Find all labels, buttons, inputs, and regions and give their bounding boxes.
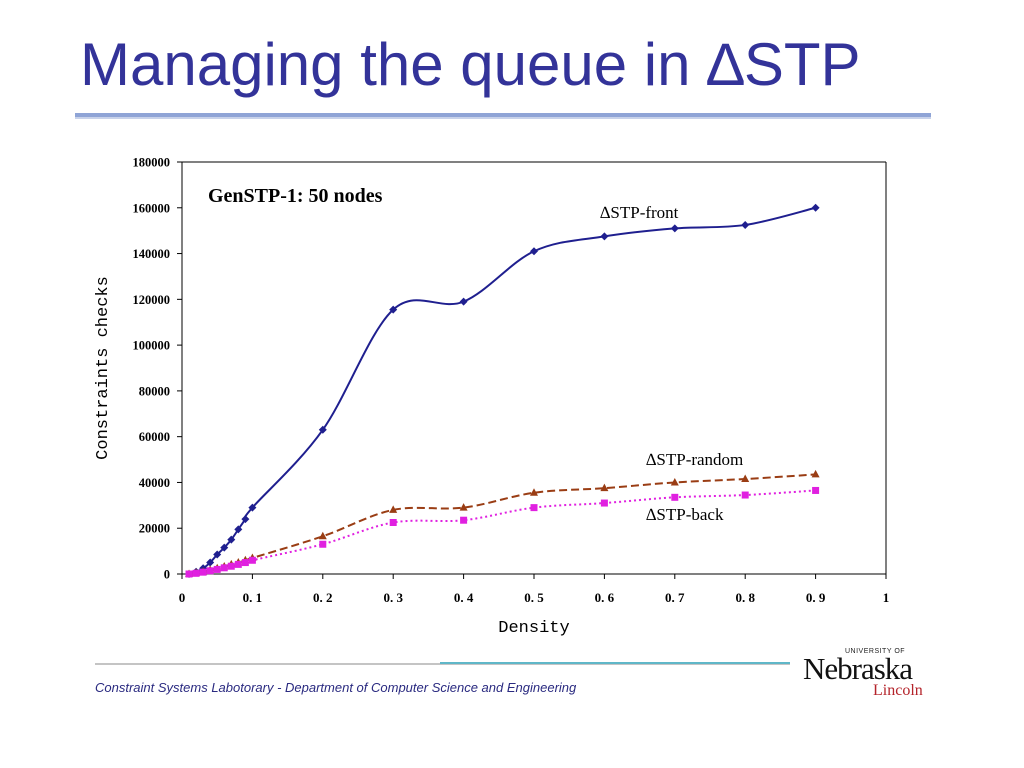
y-tick-label: 40000 <box>139 476 170 490</box>
y-tick-label: 140000 <box>133 247 171 261</box>
series-label-random: ∆STP-random <box>646 450 743 469</box>
series-line-1 <box>188 473 816 575</box>
x-tick-label: 0. 5 <box>524 590 544 605</box>
data-point-triangle <box>318 531 327 540</box>
y-tick-label: 0 <box>164 568 170 582</box>
data-point-diamond <box>811 203 820 212</box>
data-point-square <box>199 568 207 576</box>
chart-title: GenSTP-1: 50 nodes <box>208 185 383 207</box>
logo-sub-text: Lincoln <box>873 682 923 699</box>
logo-univ-text: UNIVERSITY OF <box>845 648 906 655</box>
data-point-triangle <box>389 505 398 513</box>
data-point-triangle <box>600 483 609 492</box>
data-point-diamond <box>530 247 538 256</box>
data-point-square <box>530 504 538 512</box>
y-tick-label: 60000 <box>139 430 170 444</box>
footer-accent-divider <box>440 662 790 664</box>
x-tick-label: 0. 1 <box>243 590 263 605</box>
data-point-diamond <box>241 515 250 524</box>
data-point-triangle <box>741 474 750 483</box>
y-tick-label: 120000 <box>133 293 171 307</box>
data-point-square <box>741 491 749 499</box>
line-chart: 0 20000 40000 60000 80000 100000 120000 140000 1… <box>94 156 890 639</box>
y-tick-label: 160000 <box>133 201 171 215</box>
title-divider <box>75 113 931 119</box>
data-point-diamond <box>227 535 236 544</box>
data-point-diamond <box>459 297 468 306</box>
data-point-square <box>460 516 468 524</box>
y-tick-label: 80000 <box>139 384 170 398</box>
y-tick-label: 180000 <box>133 156 171 170</box>
data-point-triangle <box>670 477 679 486</box>
data-point-diamond <box>234 525 243 534</box>
data-point-square <box>248 556 256 564</box>
data-point-diamond <box>220 543 229 552</box>
data-point-diamond <box>741 220 750 229</box>
data-point-diamond <box>318 425 327 434</box>
y-tick-label: 20000 <box>139 522 170 536</box>
series-label-front: ∆STP-front <box>600 203 679 222</box>
footer-divider <box>95 663 790 665</box>
data-point-square <box>185 570 193 578</box>
data-point-diamond <box>389 305 398 314</box>
data-point-diamond <box>670 224 679 233</box>
data-point-triangle <box>530 488 538 496</box>
data-point-triangle <box>459 503 468 511</box>
data-point-square <box>220 564 228 572</box>
data-point-square <box>319 540 327 548</box>
x-tick-label: 0. 4 <box>454 590 474 605</box>
series-label-back: ∆STP-back <box>646 505 724 524</box>
x-tick-label: 0. 3 <box>383 590 403 605</box>
data-point-square <box>234 560 242 568</box>
x-tick-label: 0. 2 <box>313 590 333 605</box>
data-point-square <box>671 493 679 501</box>
series-line-2 <box>188 489 816 575</box>
data-point-square <box>389 519 397 526</box>
data-point-square <box>241 559 249 567</box>
y-tick-label: 100000 <box>133 339 171 353</box>
data-point-diamond <box>600 232 609 241</box>
footer-text: Constraint Systems Labotorary - Departme… <box>95 680 577 695</box>
x-tick-label: 1 <box>883 590 890 605</box>
x-tick-label: 0 <box>179 590 186 605</box>
data-point-square <box>206 567 214 575</box>
data-point-square <box>600 499 608 507</box>
data-point-triangle <box>811 469 820 478</box>
data-point-square <box>227 562 235 570</box>
university-logo: UNIVERSITY OF Nebraska Lincoln <box>803 645 923 705</box>
x-tick-label: 0. 8 <box>735 590 755 605</box>
data-point-diamond <box>213 550 222 559</box>
data-point-diamond <box>206 558 215 567</box>
data-point-square <box>213 565 221 573</box>
x-tick-label: 0. 7 <box>665 590 685 605</box>
x-axis-label: Density <box>498 619 569 638</box>
y-axis-label: Constraints checks <box>94 276 113 460</box>
x-tick-label: 0. 6 <box>595 590 615 605</box>
data-point-square <box>192 569 200 577</box>
data-point-square <box>812 486 820 494</box>
logo-main-text: Nebraska <box>803 651 913 686</box>
data-point-diamond <box>248 503 257 512</box>
slide-title: Managing the queue in ∆STP <box>80 31 861 98</box>
x-tick-label: 0. 9 <box>806 590 826 605</box>
